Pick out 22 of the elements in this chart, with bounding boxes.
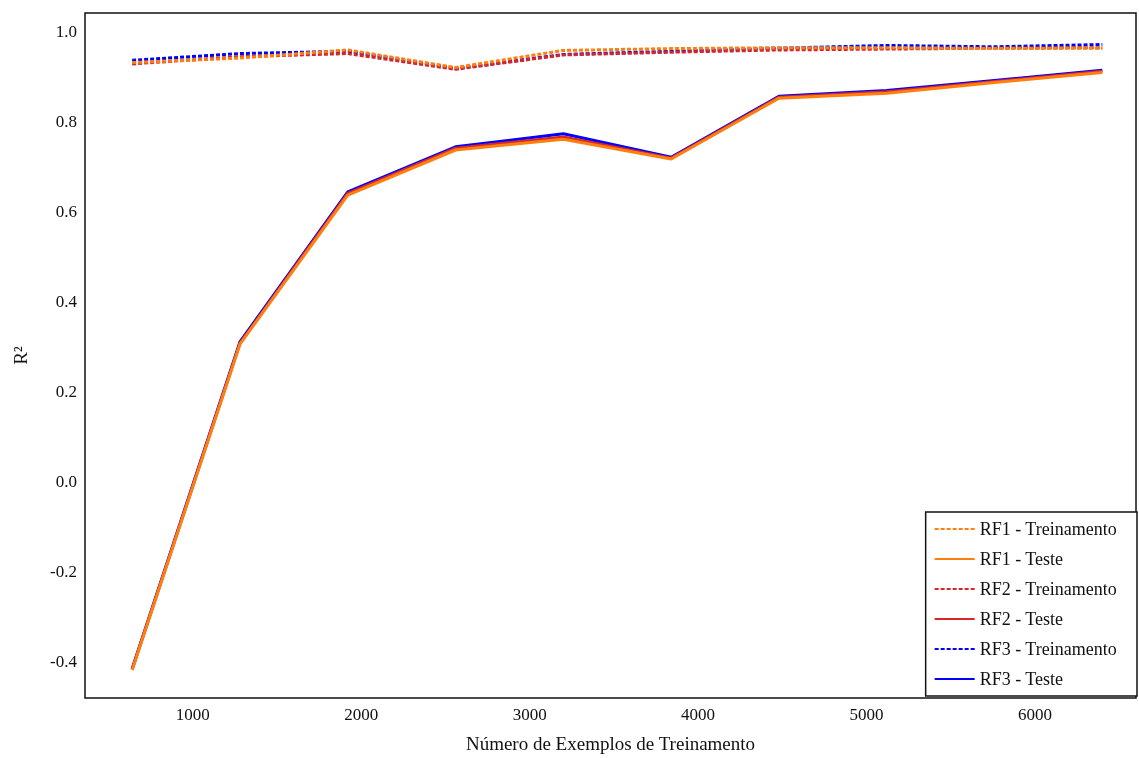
- y-tick-label: 0.2: [55, 382, 77, 402]
- x-axis-title: Número de Exemplos de Treinamento: [465, 733, 756, 754]
- x-tick-label: 2000: [344, 705, 379, 724]
- legend-label: RF1 - Treinamento: [979, 519, 1117, 539]
- y-axis-title: R²: [10, 346, 31, 365]
- y-tick-label: -0.2: [50, 562, 77, 582]
- legend-label: RF3 - Treinamento: [979, 639, 1117, 659]
- x-tick-label: 1000: [175, 705, 210, 724]
- x-tick-label: 5000: [849, 705, 884, 724]
- y-tick-label: 0.6: [55, 201, 77, 221]
- x-tick-label: 6000: [1017, 705, 1052, 724]
- y-tick-label: -0.4: [50, 652, 78, 672]
- x-tick-label: 3000: [512, 705, 547, 724]
- y-tick-label: 0.4: [55, 291, 78, 311]
- y-tick-label: 0.8: [55, 111, 77, 131]
- legend-label: RF3 - Teste: [979, 669, 1064, 689]
- y-tick-label: 1.0: [55, 21, 77, 41]
- legend-label: RF2 - Treinamento: [979, 579, 1117, 599]
- y-tick-label: 0.0: [55, 472, 77, 492]
- legend-label: RF1 - Teste: [979, 549, 1064, 569]
- legend-label: RF2 - Teste: [979, 609, 1064, 629]
- x-tick-label: 4000: [681, 705, 716, 724]
